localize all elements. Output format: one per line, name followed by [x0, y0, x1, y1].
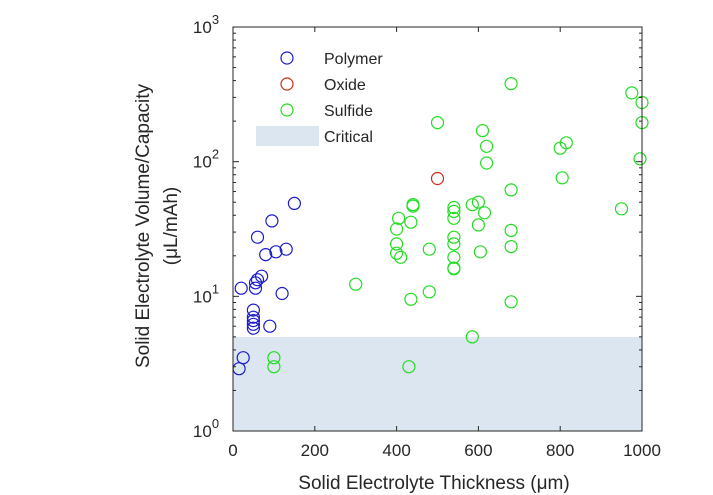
sulfide-point	[504, 223, 518, 237]
sulfide-point	[504, 183, 518, 197]
sulfide-point	[392, 211, 406, 225]
polymer-point	[234, 281, 248, 295]
tick-labels: 0 200 400 600 800 1000 100 101 102 103	[193, 12, 661, 460]
sulfide-point	[625, 86, 639, 100]
legend-label-critical: Critical	[324, 129, 373, 146]
polymer-point	[263, 319, 277, 333]
sulfide-point	[447, 230, 461, 244]
y-axis-label-line2: (μL/mAh)	[161, 187, 182, 266]
polymer-point	[246, 303, 260, 317]
critical-region	[233, 336, 642, 431]
sulfide-point	[267, 360, 281, 374]
sulfide-point	[477, 206, 492, 220]
y-tick-label: 103	[193, 12, 219, 37]
sulfide-point	[406, 198, 420, 212]
sulfide-point	[480, 156, 494, 170]
polymer-point	[246, 314, 260, 328]
sulfide-point	[504, 240, 518, 254]
sulfide-point	[447, 237, 461, 251]
polymer-point	[269, 245, 283, 259]
sulfide-point	[504, 76, 518, 91]
x-tick-label: 400	[382, 441, 410, 460]
plot-frame	[232, 26, 643, 432]
legend-label-oxide: Oxide	[324, 77, 366, 94]
sulfide-point	[504, 295, 518, 309]
sulfide-point	[447, 250, 461, 264]
sulfide-point	[555, 171, 569, 185]
polymer-point	[279, 242, 293, 256]
axes	[232, 26, 643, 432]
sulfide-point	[480, 139, 494, 153]
x-tick-label: 0	[228, 441, 237, 460]
legend-marker-sulfide	[280, 103, 294, 117]
x-tick-label: 600	[464, 441, 492, 460]
legend-marker-polymer	[280, 51, 294, 65]
sulfide-point	[447, 261, 461, 275]
sulfide-point	[404, 215, 418, 229]
sulfide-point	[475, 124, 490, 138]
legend-patch-critical	[256, 126, 319, 146]
polymer-point	[246, 310, 260, 324]
sulfide-point	[473, 245, 487, 259]
legend-marker-oxide	[280, 77, 294, 91]
sulfide-point	[349, 277, 363, 291]
sulfide-point	[404, 292, 418, 306]
sulfide-point	[422, 285, 436, 299]
polymer-point	[236, 351, 250, 365]
sulfide-point	[465, 330, 479, 344]
legend-label-polymer: Polymer	[324, 51, 383, 68]
polymer-point	[259, 248, 273, 262]
sulfide-point	[394, 250, 408, 264]
y-tick-label: 101	[193, 281, 219, 306]
sulfide-point	[430, 115, 445, 130]
x-tick-label: 800	[546, 441, 574, 460]
sulfide-point	[633, 152, 647, 166]
polymer-point	[265, 214, 279, 228]
sulfide-point	[447, 204, 461, 218]
legend: Polymer Oxide Sulfide Critical	[256, 51, 383, 146]
polymer-point	[246, 321, 260, 335]
sulfide-point	[614, 202, 629, 216]
sulfide-point	[390, 222, 404, 236]
sulfide-point	[390, 237, 404, 251]
y-tick-label: 102	[193, 147, 219, 172]
sulfide-point	[465, 198, 479, 212]
legend-label-sulfide: Sulfide	[324, 103, 373, 120]
sulfide-point	[390, 246, 404, 260]
x-tick-label: 200	[301, 441, 329, 460]
sulfide-point	[447, 200, 461, 215]
sulfide-point	[559, 136, 573, 150]
polymer-point	[287, 196, 301, 210]
oxide-point	[430, 171, 445, 186]
polymer-point	[255, 269, 269, 283]
y-axis-label-line1: Solid Electrolyte Volume/Capacity	[133, 83, 154, 368]
sulfide-point	[267, 351, 281, 365]
polymer-point	[246, 317, 260, 331]
polymer-point	[248, 281, 263, 295]
sulfide-point	[402, 360, 416, 374]
polymer-point	[275, 286, 289, 301]
sulfide-point	[422, 242, 436, 256]
polymer-point	[250, 230, 265, 244]
y-tick-label: 100	[193, 416, 219, 441]
sulfide-point	[471, 195, 485, 209]
sulfide-point	[447, 211, 461, 225]
sulfide-point	[471, 218, 485, 232]
x-tick-label: 1000	[623, 441, 661, 460]
polymer-point	[250, 273, 265, 287]
data-points	[232, 76, 649, 376]
x-axis-label: Solid Electrolyte Thickness (μm)	[298, 473, 569, 494]
